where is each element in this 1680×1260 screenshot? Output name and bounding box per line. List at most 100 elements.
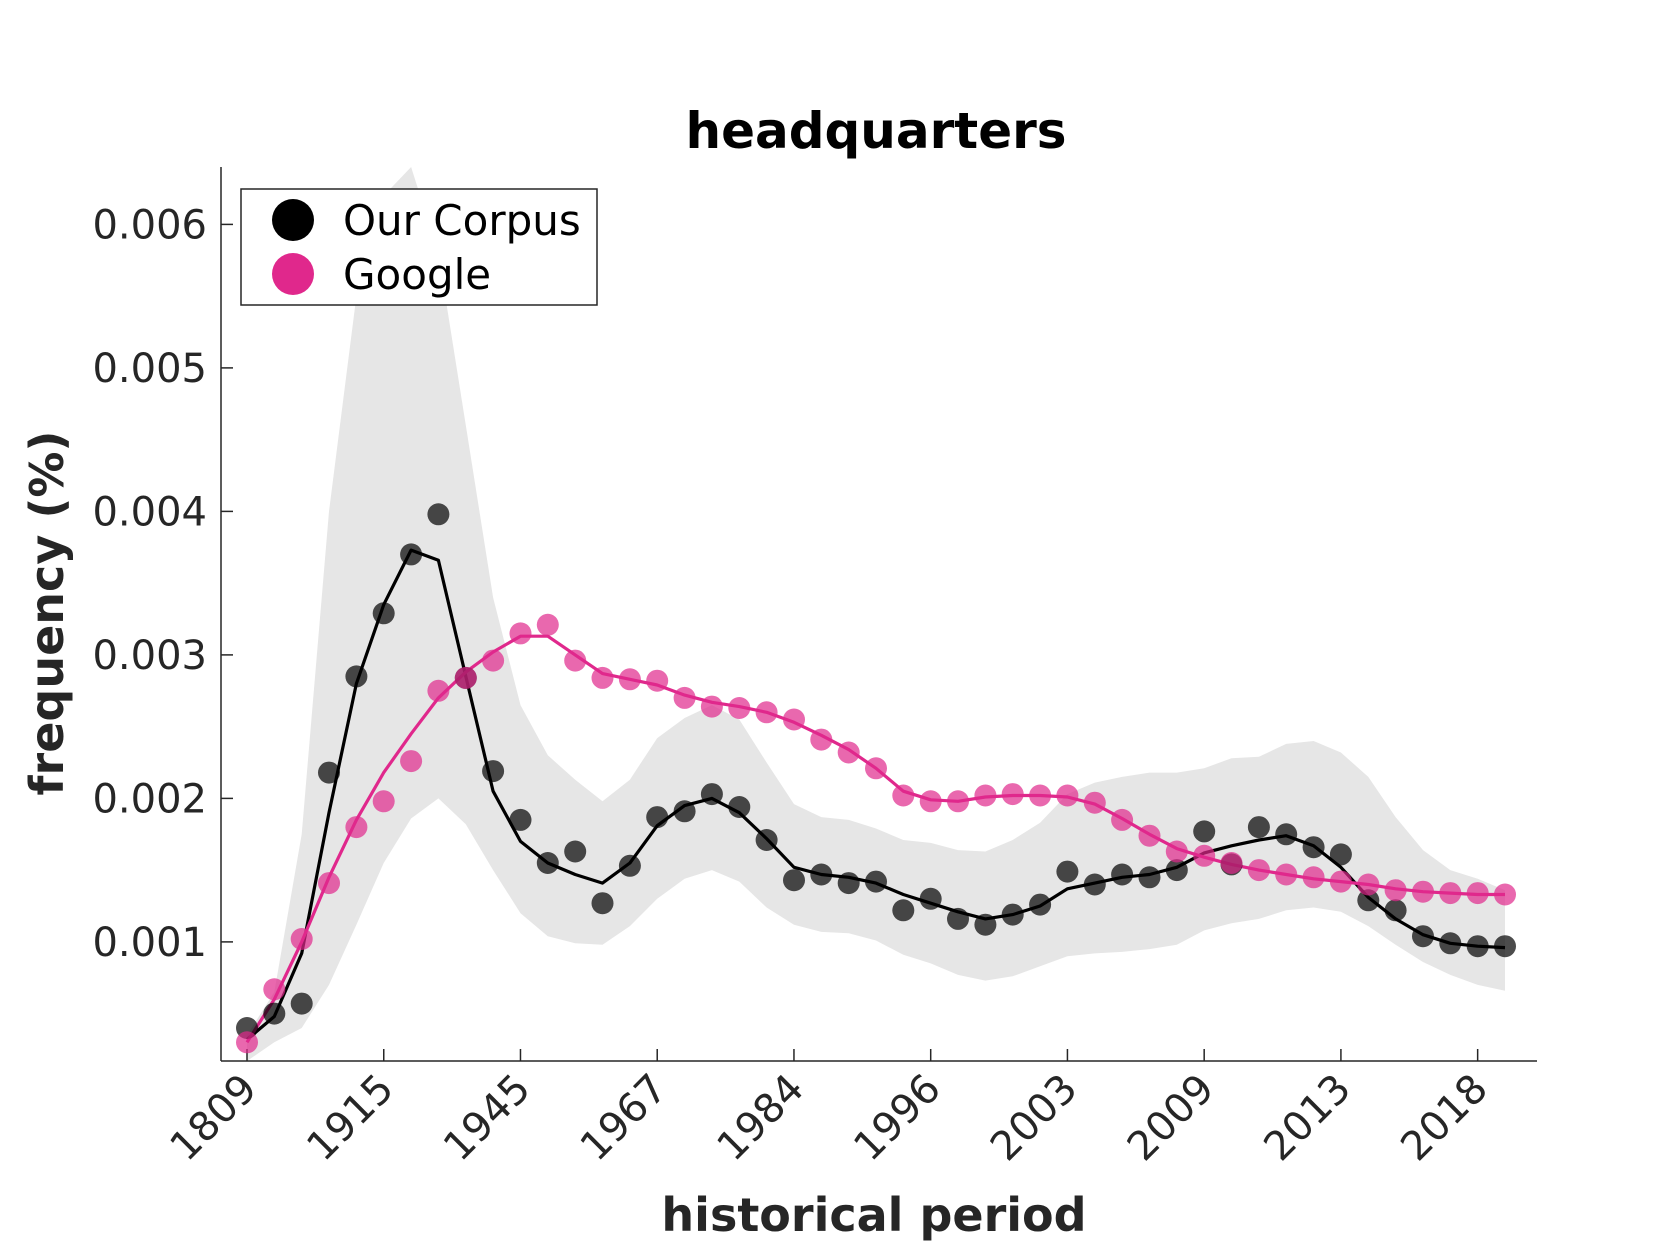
y-tick-label: 0.003 xyxy=(92,633,207,679)
point-our-corpus xyxy=(1056,860,1079,883)
point-our-corpus xyxy=(263,1002,286,1025)
point-our-corpus xyxy=(755,829,778,851)
point-google xyxy=(892,784,915,807)
x-tick-label: 1945 xyxy=(435,1066,540,1171)
point-google xyxy=(1329,870,1352,893)
point-google xyxy=(1138,824,1161,847)
point-google xyxy=(1193,844,1216,867)
y-tick-label: 0.006 xyxy=(92,202,207,248)
point-our-corpus xyxy=(1412,925,1434,948)
point-our-corpus xyxy=(810,863,833,886)
point-our-corpus xyxy=(1111,863,1134,886)
point-google xyxy=(810,728,833,751)
point-our-corpus xyxy=(1466,935,1489,958)
point-google xyxy=(728,697,751,719)
point-google xyxy=(536,613,559,636)
point-our-corpus xyxy=(974,913,997,936)
point-google xyxy=(1001,783,1024,806)
x-tick-label: 1915 xyxy=(298,1066,403,1171)
point-our-corpus xyxy=(372,602,395,625)
point-our-corpus xyxy=(1329,843,1352,866)
point-our-corpus xyxy=(1193,820,1216,843)
point-our-corpus xyxy=(400,543,423,566)
point-google xyxy=(564,649,587,672)
point-google xyxy=(1220,852,1243,874)
point-our-corpus xyxy=(919,887,942,910)
point-google xyxy=(947,790,969,813)
point-our-corpus xyxy=(1357,889,1380,912)
point-google xyxy=(1247,859,1270,882)
point-our-corpus xyxy=(1165,859,1188,882)
point-our-corpus xyxy=(673,800,696,823)
point-google xyxy=(837,741,860,764)
point-google xyxy=(1466,882,1489,905)
point-our-corpus xyxy=(1001,903,1024,926)
point-google xyxy=(482,649,505,672)
point-google xyxy=(1029,784,1052,807)
point-google xyxy=(673,686,696,709)
x-tick-label: 1996 xyxy=(845,1066,950,1171)
point-google xyxy=(974,784,997,807)
point-our-corpus xyxy=(1083,873,1106,896)
point-google xyxy=(865,757,887,780)
y-tick-label: 0.005 xyxy=(92,346,207,392)
x-axis-title: historical period xyxy=(661,1188,1086,1242)
point-google xyxy=(1494,883,1516,906)
point-our-corpus xyxy=(1494,935,1516,958)
data-points xyxy=(236,503,1516,1054)
point-google xyxy=(1384,879,1407,902)
point-our-corpus xyxy=(1138,866,1161,889)
point-our-corpus xyxy=(345,665,368,688)
point-our-corpus xyxy=(947,907,969,930)
legend-label-google: Google xyxy=(343,250,491,299)
point-our-corpus xyxy=(700,783,723,806)
point-google xyxy=(318,872,340,895)
point-our-corpus xyxy=(564,840,587,863)
point-our-corpus xyxy=(865,870,887,893)
legend-label-our-corpus: Our Corpus xyxy=(343,196,581,245)
confidence-band xyxy=(247,167,1505,1061)
point-google xyxy=(345,816,368,839)
x-tick-label: 1967 xyxy=(572,1066,677,1171)
point-our-corpus xyxy=(427,503,450,526)
point-our-corpus xyxy=(1302,836,1325,859)
point-google xyxy=(1165,840,1188,863)
point-our-corpus xyxy=(290,992,313,1015)
point-google xyxy=(1357,873,1380,896)
point-google xyxy=(509,622,532,645)
point-our-corpus xyxy=(646,806,669,829)
chart-title: headquarters xyxy=(685,102,1066,160)
point-our-corpus xyxy=(1439,932,1462,955)
x-tick-label: 2013 xyxy=(1255,1066,1360,1171)
point-google xyxy=(1302,866,1325,889)
point-google xyxy=(919,790,942,813)
legend-marker-google xyxy=(272,253,314,295)
point-our-corpus xyxy=(509,808,532,831)
y-tick-label: 0.001 xyxy=(92,920,207,966)
x-tick-label: 2003 xyxy=(982,1066,1087,1171)
point-google xyxy=(1056,784,1079,807)
y-axis-title: frequency (%) xyxy=(20,431,74,796)
point-google xyxy=(372,790,395,813)
point-google xyxy=(1275,863,1298,886)
axes xyxy=(220,167,1537,1062)
legend-marker-our-corpus xyxy=(272,199,314,241)
point-our-corpus xyxy=(783,869,805,892)
point-google xyxy=(700,695,723,718)
point-our-corpus xyxy=(1384,899,1407,922)
point-google xyxy=(755,701,778,724)
x-tick-label: 2009 xyxy=(1119,1066,1224,1171)
point-our-corpus xyxy=(1029,893,1052,916)
point-google xyxy=(1439,882,1462,905)
x-tick-label: 1984 xyxy=(709,1066,814,1171)
point-google xyxy=(1111,808,1134,831)
point-our-corpus xyxy=(618,854,641,877)
point-our-corpus xyxy=(591,892,614,915)
point-google xyxy=(427,679,450,702)
point-our-corpus xyxy=(1247,816,1270,839)
legend: Our Corpus Google xyxy=(240,188,598,306)
point-our-corpus xyxy=(728,796,751,818)
point-google xyxy=(591,666,614,689)
point-google xyxy=(400,750,423,773)
